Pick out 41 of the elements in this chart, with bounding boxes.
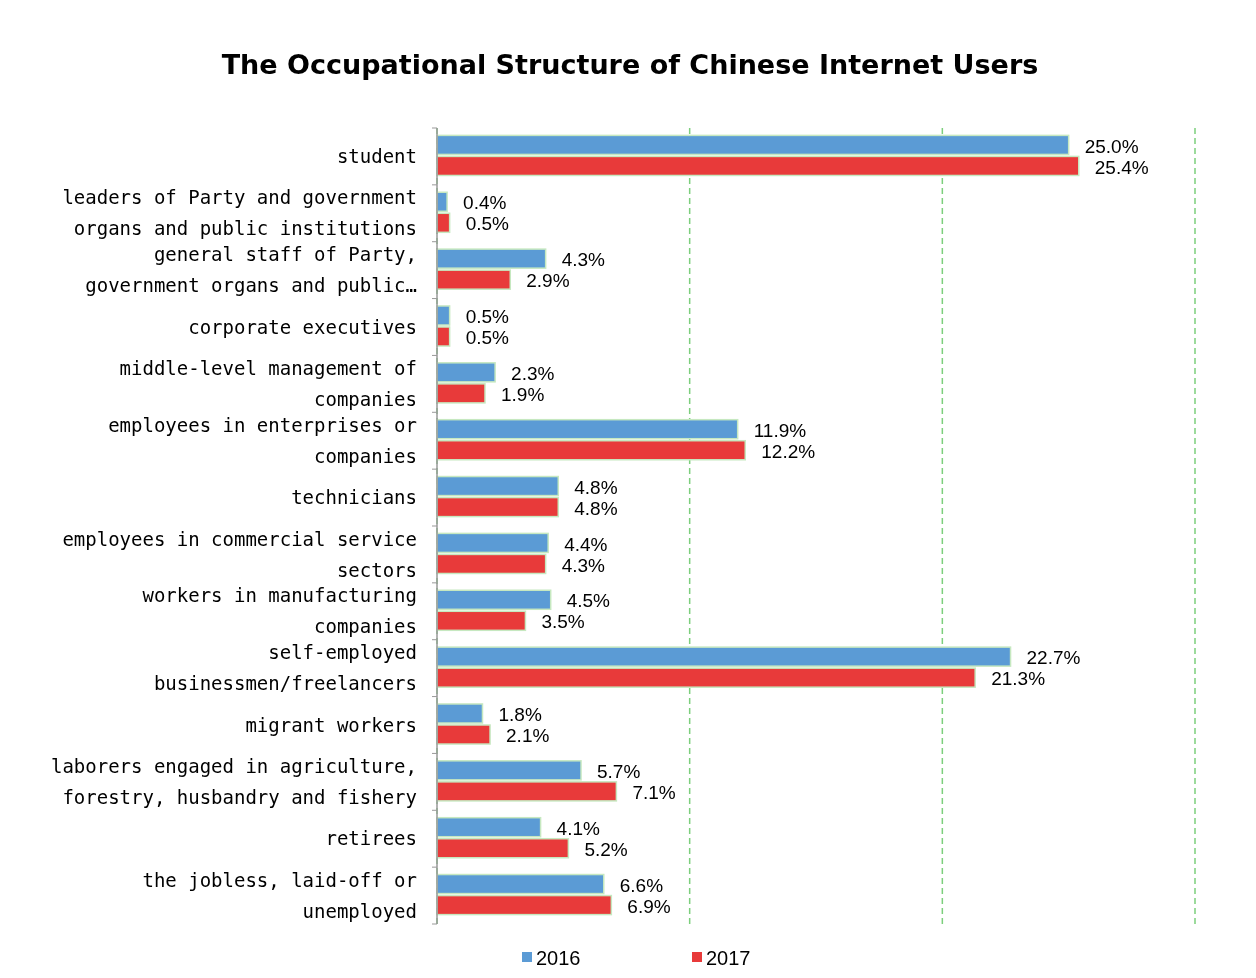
y-tick-label: corporate executives — [188, 315, 417, 338]
data-label: 3.5% — [541, 611, 585, 633]
data-label: 2.3% — [511, 362, 555, 384]
y-tick-label: the jobless, laid-off or unemployed — [142, 868, 417, 922]
data-label: 1.8% — [498, 704, 542, 726]
data-label: 5.2% — [584, 838, 628, 860]
y-tick-label: retirees — [325, 827, 417, 850]
data-label: 4.8% — [574, 497, 618, 519]
data-label: 1.9% — [501, 384, 545, 406]
data-label: 11.9% — [753, 419, 807, 441]
chart-title: The Occupational Structure of Chinese Internet Users — [221, 49, 1039, 80]
y-tick-label: general staff of Party, government organs and public… — [85, 243, 417, 297]
data-label: 0.5% — [465, 327, 510, 349]
y-tick-label: student — [336, 145, 417, 168]
data-label: 4.8% — [574, 476, 618, 498]
data-label: 12.2% — [761, 440, 816, 462]
data-label: 0.4% — [463, 192, 507, 214]
data-label: 4.3% — [561, 554, 606, 576]
data-label: 0.5% — [465, 306, 510, 328]
y-tick-label: migrant workers — [245, 713, 417, 736]
data-label: 7.1% — [632, 782, 676, 804]
data-label: 22.7% — [1026, 647, 1081, 669]
y-tick-label: employees in enterprises or companies — [108, 413, 417, 467]
data-label: 4.3% — [561, 249, 606, 271]
data-label: 2.9% — [526, 270, 570, 292]
data-label: 0.5% — [465, 213, 510, 235]
data-label: 25.0% — [1084, 135, 1139, 157]
data-label: 4.1% — [556, 817, 601, 839]
data-label: 2.1% — [506, 725, 550, 747]
data-label: 21.3% — [991, 668, 1046, 690]
y-tick-label: self-employed businessmen/freelancers — [153, 641, 417, 695]
data-label: 5.7% — [597, 760, 641, 782]
data-label: 6.6% — [619, 874, 664, 896]
data-label: 6.9% — [627, 895, 671, 917]
legend-label: 2017 — [706, 947, 751, 969]
y-tick-label: laborers engaged in agriculture, forestry, husbandry and fishery — [50, 755, 417, 809]
data-label: 4.4% — [564, 533, 608, 555]
y-tick-label: technicians — [291, 486, 417, 509]
legend-label: 2016 — [536, 947, 581, 969]
data-label: 4.5% — [566, 590, 611, 612]
data-label: 25.4% — [1094, 156, 1149, 178]
